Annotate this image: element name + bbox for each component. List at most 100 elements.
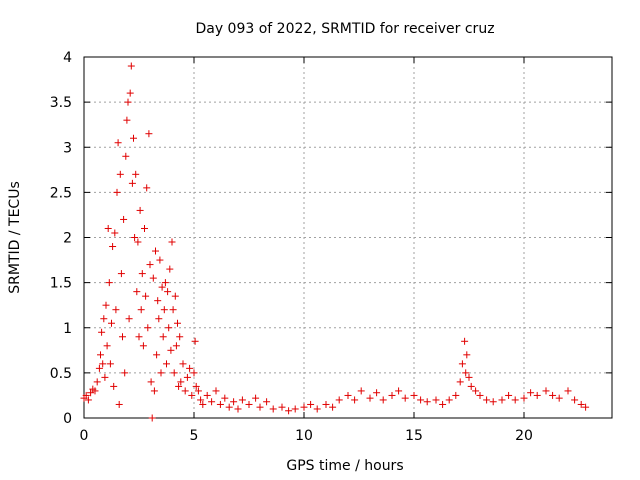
data-point [300, 403, 308, 411]
data-point [132, 170, 140, 178]
data-point [520, 394, 528, 402]
data-point [122, 152, 130, 160]
data-point [114, 139, 122, 147]
y-tick-label: 1 [63, 321, 72, 337]
y-tick-label: 1.5 [50, 276, 72, 292]
data-point [582, 403, 590, 411]
data-point [307, 400, 315, 408]
data-point [171, 292, 179, 300]
data-point [511, 396, 519, 404]
data-points [80, 62, 590, 422]
y-tick-label: 0 [63, 411, 72, 427]
data-point [221, 394, 229, 402]
data-point [344, 391, 352, 399]
data-point [179, 360, 187, 368]
data-point [225, 403, 233, 411]
data-point [212, 387, 220, 395]
data-point [199, 400, 207, 408]
data-point [101, 373, 109, 381]
data-point [472, 387, 480, 395]
data-point [106, 360, 114, 368]
chart-title: Day 093 of 2022, SRMTID for receiver cru… [195, 21, 494, 37]
y-tick-label: 3 [63, 140, 72, 156]
data-point [134, 238, 142, 246]
data-point [549, 391, 557, 399]
data-point [152, 247, 159, 255]
data-point [467, 382, 475, 390]
ticks: 0 5 10 15 20 0 0.5 1 1.5 2 2.5 3 3.5 4 [50, 50, 612, 444]
data-point [555, 394, 563, 402]
data-point [146, 261, 154, 269]
data-point [131, 234, 139, 241]
data-point [103, 342, 111, 350]
data-point [148, 414, 156, 422]
data-point [158, 283, 166, 291]
data-point [87, 389, 95, 397]
data-point [188, 391, 196, 399]
data-point [357, 387, 365, 395]
data-point [291, 405, 299, 413]
data-point [98, 328, 106, 336]
y-tick-label: 2.5 [50, 185, 72, 201]
data-point [100, 315, 108, 323]
data-point [166, 265, 174, 273]
data-point [335, 396, 343, 404]
data-point [163, 360, 170, 368]
data-point [112, 306, 120, 314]
data-point [230, 398, 238, 406]
data-point [252, 394, 260, 402]
data-point [564, 387, 572, 395]
data-point [351, 396, 359, 404]
data-point [120, 215, 128, 223]
data-point [263, 398, 271, 406]
grid [84, 57, 612, 418]
data-point [194, 387, 202, 395]
data-point [192, 382, 200, 390]
data-point [269, 405, 277, 413]
data-point [93, 378, 101, 386]
data-point [123, 116, 131, 124]
data-point [82, 391, 90, 399]
data-point [278, 403, 286, 411]
data-point [234, 405, 242, 413]
x-tick-label: 10 [295, 428, 313, 444]
data-point [208, 398, 216, 406]
data-point [144, 324, 152, 332]
data-point [117, 270, 125, 278]
x-tick-label: 5 [190, 428, 199, 444]
x-axis-label: GPS time / hours [286, 458, 403, 474]
data-point [142, 292, 150, 300]
data-point [136, 206, 144, 214]
data-point [176, 333, 184, 341]
data-point [423, 398, 431, 406]
data-point [483, 396, 491, 404]
data-point [133, 288, 141, 296]
data-point [410, 391, 418, 399]
data-point [137, 306, 145, 314]
x-tick-label: 20 [515, 428, 533, 444]
data-point [571, 396, 579, 404]
data-point [388, 391, 396, 399]
y-tick-label: 4 [63, 50, 72, 66]
data-point [174, 319, 181, 327]
data-point [125, 315, 133, 323]
y-tick-label: 3.5 [50, 95, 72, 111]
data-point [458, 360, 466, 368]
data-point [168, 238, 176, 246]
data-point [97, 351, 104, 359]
data-point [147, 378, 155, 386]
data-point [452, 391, 460, 399]
data-point [373, 389, 381, 397]
data-point [95, 364, 103, 372]
data-point [181, 387, 189, 395]
data-point [186, 364, 194, 372]
data-point [165, 324, 173, 332]
data-point [456, 378, 464, 386]
data-point [285, 407, 293, 415]
data-point [155, 315, 163, 323]
data-point [160, 306, 168, 314]
data-point [135, 333, 143, 341]
data-point [164, 288, 172, 296]
data-point [105, 279, 113, 287]
